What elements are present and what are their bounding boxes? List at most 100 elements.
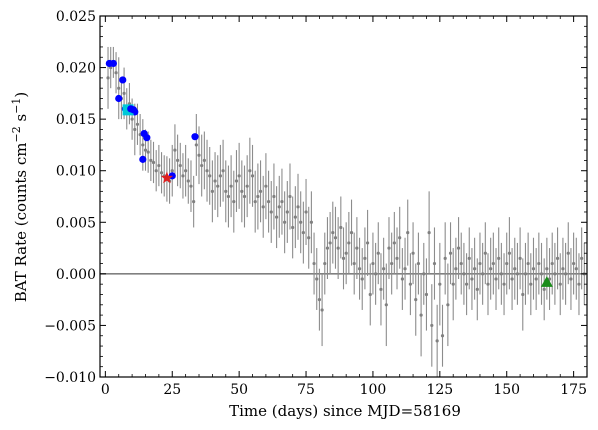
data-point bbox=[232, 200, 236, 204]
data-point bbox=[186, 179, 190, 183]
red-star-marker bbox=[160, 171, 174, 184]
data-point bbox=[374, 272, 378, 276]
data-point bbox=[202, 158, 206, 162]
y-tick-label: 0.000 bbox=[56, 267, 96, 283]
data-point bbox=[539, 272, 544, 276]
data-point bbox=[269, 210, 273, 214]
x-tick-label: 125 bbox=[426, 382, 453, 398]
blue-marker bbox=[115, 94, 123, 103]
blue-marker bbox=[143, 134, 151, 142]
data-point bbox=[489, 267, 493, 271]
data-point bbox=[143, 148, 148, 152]
data-point bbox=[497, 256, 501, 260]
data-point bbox=[379, 287, 383, 291]
data-point bbox=[205, 169, 209, 173]
data-point bbox=[523, 272, 528, 276]
data-point bbox=[422, 272, 426, 276]
data-point bbox=[280, 200, 284, 204]
data-point bbox=[341, 256, 346, 260]
data-point bbox=[347, 241, 351, 245]
data-point bbox=[216, 184, 220, 188]
data-point bbox=[213, 179, 217, 183]
blue-marker bbox=[119, 76, 127, 84]
data-point bbox=[459, 261, 463, 266]
data-point bbox=[521, 292, 525, 297]
data-point bbox=[283, 220, 287, 224]
data-point bbox=[526, 261, 530, 266]
x-tick-label: 0 bbox=[101, 382, 110, 398]
x-tick-label: 150 bbox=[493, 382, 520, 398]
data-point bbox=[253, 200, 257, 204]
data-point bbox=[210, 189, 214, 193]
data-point bbox=[221, 169, 225, 173]
data-point bbox=[531, 267, 536, 271]
data-point bbox=[470, 277, 474, 281]
y-axis-label: BAT Rate (counts cm−2 s−1) bbox=[10, 92, 30, 303]
data-point bbox=[339, 225, 343, 230]
data-point bbox=[315, 277, 319, 281]
data-point bbox=[569, 277, 573, 281]
data-point bbox=[513, 267, 517, 271]
data-point bbox=[499, 272, 503, 276]
data-point bbox=[288, 194, 292, 199]
y-axis-label-exp1: −2 bbox=[10, 126, 23, 142]
data-point bbox=[154, 169, 158, 173]
data-point bbox=[419, 313, 423, 317]
data-point bbox=[250, 174, 255, 178]
data-point bbox=[331, 231, 335, 235]
blue-marker bbox=[109, 59, 117, 68]
data-point bbox=[384, 303, 388, 307]
data-point bbox=[299, 220, 303, 224]
data-point bbox=[277, 205, 281, 209]
data-point bbox=[558, 282, 562, 286]
data-point bbox=[291, 225, 295, 230]
data-point bbox=[325, 246, 330, 250]
data-point bbox=[451, 282, 455, 286]
data-point bbox=[494, 277, 498, 281]
data-point bbox=[486, 282, 490, 286]
data-point bbox=[371, 261, 375, 266]
data-point bbox=[175, 158, 180, 162]
data-point bbox=[272, 194, 276, 199]
data-point bbox=[408, 282, 412, 286]
data-point bbox=[398, 236, 402, 240]
blue-marker bbox=[139, 155, 147, 163]
data-point bbox=[173, 148, 177, 152]
data-point bbox=[574, 267, 578, 271]
data-point bbox=[192, 200, 196, 204]
data-point bbox=[507, 251, 512, 255]
data-point bbox=[234, 179, 239, 183]
data-point bbox=[266, 200, 271, 204]
data-point bbox=[478, 261, 482, 266]
data-point bbox=[462, 272, 466, 276]
data-point bbox=[181, 174, 185, 178]
plot-area bbox=[100, 46, 587, 377]
data-point bbox=[245, 184, 249, 188]
data-point bbox=[368, 292, 372, 297]
data-point bbox=[189, 184, 193, 188]
data-point bbox=[550, 261, 554, 266]
data-point bbox=[483, 251, 487, 255]
data-point bbox=[510, 277, 514, 281]
data-point bbox=[390, 261, 394, 266]
data-point bbox=[376, 251, 380, 255]
data-point bbox=[424, 292, 429, 297]
data-point bbox=[365, 241, 370, 245]
data-point bbox=[360, 277, 364, 281]
data-point bbox=[545, 267, 549, 271]
data-point bbox=[261, 205, 265, 209]
x-tick-label: 25 bbox=[163, 382, 181, 398]
data-point bbox=[194, 143, 198, 147]
data-point bbox=[237, 174, 241, 178]
data-point bbox=[352, 261, 356, 266]
data-point bbox=[258, 189, 263, 193]
data-point bbox=[387, 246, 391, 250]
data-point bbox=[446, 303, 450, 307]
y-tick-label: 0.010 bbox=[56, 164, 96, 180]
data-point bbox=[566, 251, 570, 255]
data-point bbox=[481, 272, 485, 276]
data-point bbox=[304, 210, 308, 214]
y-tick-label: 0.020 bbox=[56, 61, 96, 77]
data-point bbox=[473, 267, 477, 271]
blue-marker bbox=[129, 106, 138, 114]
